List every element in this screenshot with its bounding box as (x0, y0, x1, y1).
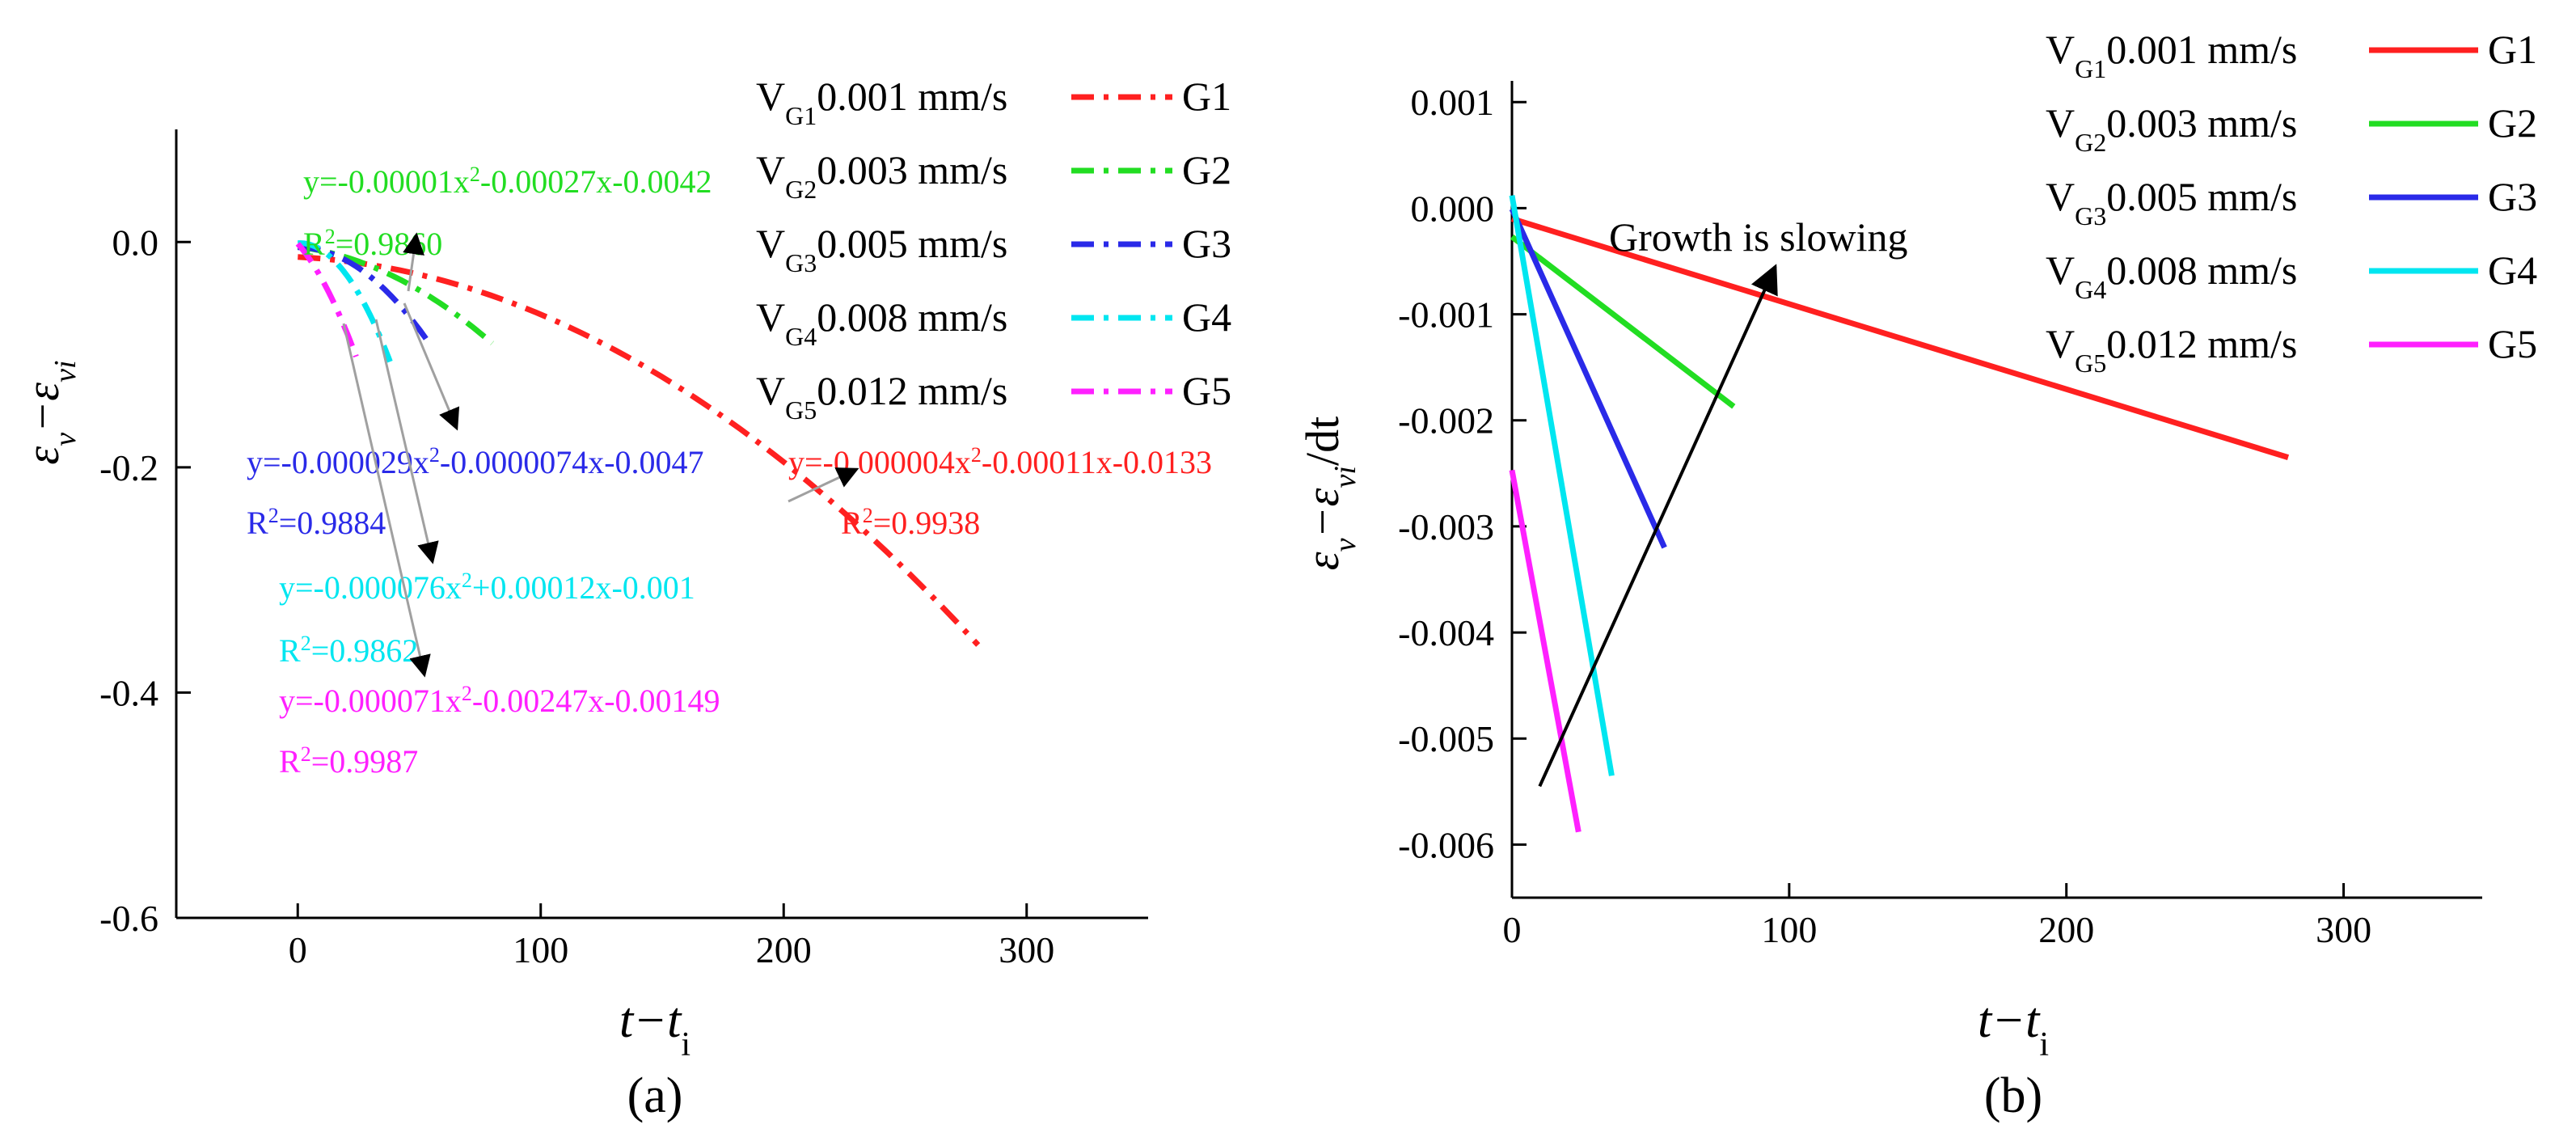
leader-line-g1 (788, 467, 859, 503)
panel-b-annotation-arrow (1538, 264, 1778, 788)
legend-series-label: G2 (2488, 100, 2537, 146)
legend-speed-label: VG50.012 mm/s (756, 368, 1007, 425)
legend-entry-g4: VG40.008 mm/s G4 (2046, 247, 2537, 304)
legend-series-label: G4 (2488, 247, 2537, 293)
leader-line-g3 (403, 302, 460, 431)
panel-b-y-tick-label: -0.001 (1398, 294, 1494, 336)
panel-b-series-g5 (1509, 469, 1581, 833)
legend-entry-g2: VG20.003 mm/s G2 (756, 147, 1231, 204)
legend-series-label: G4 (1182, 294, 1231, 340)
legend-series-label: G3 (1182, 221, 1231, 266)
panel-b-x-tick-label: 300 (2316, 909, 2371, 950)
panel-a: 0 100 200 300 -0.6 -0.4 -0.2 0.0 VG10.001 mm/s G… (16, 74, 1231, 1123)
panel-a-y-tick-label: -0.4 (99, 672, 158, 713)
panel-b-x-tick-label: 0 (1503, 909, 1522, 950)
legend-entry-g3: VG30.005 mm/s G3 (756, 221, 1231, 277)
panel-a-series-g3 (298, 244, 434, 349)
legend-speed-label: VG10.001 mm/s (2046, 27, 2297, 83)
panel-b-y-axis-label: εv−εvi/dt (1296, 416, 1362, 570)
panel-b: 0 100 200 300 -0.006 -0.005 -0.004 -0.003 -0.002… (1296, 27, 2537, 1123)
legend-speed-label: VG20.003 mm/s (756, 147, 1007, 204)
leader-line-g5 (342, 323, 431, 678)
panel-b-y-tick-label: -0.003 (1398, 506, 1494, 547)
fit-r2-g3: R2=0.9884 (247, 504, 386, 542)
panel-a-x-tick-label: 0 (289, 929, 307, 970)
fit-equation-g2: y=-0.00001x2-0.00027x-0.0042 (303, 163, 712, 201)
panel-b-plot-area: 0 100 200 300 -0.006 -0.005 -0.004 -0.003 -0.002… (1398, 81, 2482, 950)
panel-a-legend: VG10.001 mm/s G1 VG20.003 mm/s G2 VG30.005 m… (756, 74, 1231, 425)
legend-speed-label: VG20.003 mm/s (2046, 100, 2297, 157)
panel-b-y-tick-label: -0.006 (1398, 824, 1494, 865)
leader-line-g2 (403, 232, 424, 292)
legend-series-label: G1 (1182, 74, 1231, 119)
fit-r2-g1: R2=0.9938 (841, 504, 980, 542)
panel-a-fit-annotations: y=-0.00001x2-0.00027x-0.0042 R2=0.9860 y… (247, 163, 1212, 780)
panel-a-y-tick-label: -0.2 (99, 447, 158, 488)
panel-a-y-tick-label: 0.0 (112, 222, 159, 263)
panel-b-series-g2 (1510, 235, 1736, 409)
panel-a-x-tick-label: 100 (513, 929, 568, 970)
panel-a-series-g4 (298, 240, 393, 363)
legend-entry-g1: VG10.001 mm/s G1 (2046, 27, 2537, 83)
panel-b-x-tick-label: 100 (1761, 909, 1817, 950)
panel-b-series-g3 (1509, 207, 1667, 549)
fit-r2-g4: R2=0.9862 (279, 632, 418, 670)
legend-series-label: G2 (1182, 147, 1231, 192)
fit-equation-g3: y=-0.000029x2-0.0000074x-0.0047 (247, 443, 704, 481)
legend-entry-g5: VG50.012 mm/s G5 (756, 368, 1231, 425)
fit-equation-g4: y=-0.000076x2+0.00012x-0.001 (279, 569, 695, 607)
legend-speed-label: VG40.008 mm/s (756, 294, 1007, 351)
legend-speed-label: VG30.005 mm/s (756, 221, 1007, 277)
legend-series-label: G5 (1182, 368, 1231, 413)
panel-a-x-tick-label: 300 (999, 929, 1054, 970)
panel-b-x-tick-label: 200 (2038, 909, 2094, 950)
panel-a-x-tick-label: 200 (756, 929, 812, 970)
legend-speed-label: VG40.008 mm/s (2046, 247, 2297, 304)
panel-b-y-tick-label: -0.004 (1398, 612, 1494, 653)
leader-line-g4 (374, 319, 439, 564)
fit-equation-g1: y=-0.000004x2-0.00011x-0.0133 (788, 443, 1212, 481)
panel-b-x-axis-label: t−ti (1978, 993, 2049, 1063)
panel-b-legend: VG10.001 mm/s G1 VG20.003 mm/s G2 VG30.005 m… (2046, 27, 2537, 378)
legend-entry-g4: VG40.008 mm/s G4 (756, 294, 1231, 351)
panel-b-y-tick-label: 0.000 (1411, 188, 1495, 229)
legend-speed-label: VG50.012 mm/s (2046, 321, 2297, 378)
legend-entry-g1: VG10.001 mm/s G1 (756, 74, 1231, 130)
legend-entry-g5: VG50.012 mm/s G5 (2046, 321, 2537, 378)
panel-a-y-axis-label: εv−εvi (16, 360, 82, 464)
legend-entry-g3: VG30.005 mm/s G3 (2046, 174, 2537, 230)
panel-b-y-tick-label: 0.001 (1411, 82, 1495, 123)
panel-b-annotation-text: Growth is slowing (1609, 214, 1907, 260)
legend-series-label: G1 (2488, 27, 2537, 72)
fit-equation-g5: y=-0.000071x2-0.00247x-0.00149 (279, 682, 720, 720)
panel-b-series-g1 (1510, 216, 2290, 460)
legend-speed-label: VG10.001 mm/s (756, 74, 1007, 130)
panel-b-y-tick-label: -0.005 (1398, 718, 1494, 759)
legend-speed-label: VG30.005 mm/s (2046, 174, 2297, 230)
legend-series-label: G5 (2488, 321, 2537, 366)
fit-r2-g2: R2=0.9860 (303, 225, 442, 263)
legend-entry-g2: VG20.003 mm/s G2 (2046, 100, 2537, 157)
panel-a-x-axis-label: t−ti (619, 993, 690, 1063)
panel-a-y-tick-label: -0.6 (99, 898, 158, 939)
legend-series-label: G3 (2488, 174, 2537, 219)
panel-b-label: (b) (1984, 1068, 2042, 1123)
panel-a-label: (a) (627, 1068, 683, 1123)
fit-leader-lines (342, 232, 859, 678)
panel-b-series-g4 (1509, 195, 1615, 776)
panel-b-y-tick-label: -0.002 (1398, 400, 1494, 442)
fit-r2-g5: R2=0.9987 (279, 742, 418, 780)
